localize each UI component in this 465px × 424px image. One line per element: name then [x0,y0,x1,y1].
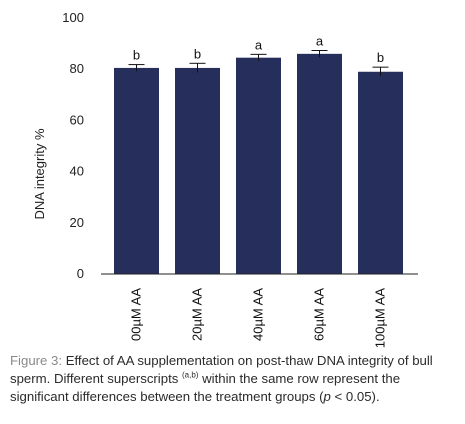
x-tick-label: 100µM AA [373,288,388,349]
caption-text-part-1: Effect of AA supplementation on post-tha… [10,353,433,386]
caption-label: Figure 3: [10,353,63,368]
y-axis-ticks: 0 20 40 60 80 100 [62,10,84,281]
bar [114,67,159,274]
significance-letter: b [194,46,201,61]
bar [175,67,220,274]
caption-p-symbol: p [323,389,331,404]
y-tick-label: 0 [77,266,84,281]
bars-group [114,53,403,275]
bar-chart: 0 20 40 60 80 100 DNA integrity % b b a a b 00µM … [32,10,418,349]
significance-letter: a [316,34,324,49]
y-axis-title: DNA integrity % [32,128,47,219]
bar [297,53,342,275]
figure-caption: Figure 3: Effect of AA supplementation o… [10,352,456,406]
x-tick-label: 40µM AA [251,288,266,341]
bar [236,57,281,275]
caption-text-part-2: within the same row represent the signif… [10,371,401,404]
significance-letter: a [255,37,263,52]
significance-letter: b [133,48,140,63]
x-axis-labels-group: 00µM AA 20µM AA 40µM AA 60µM AA 100µM AA [129,288,388,349]
bar [358,71,403,274]
y-tick-label: 100 [62,10,84,25]
y-tick-label: 40 [70,164,84,179]
significance-letter: b [377,50,384,65]
y-tick-label: 20 [70,215,84,230]
x-tick-label: 60µM AA [312,288,327,341]
x-tick-label: 00µM AA [129,288,144,341]
y-tick-label: 60 [70,112,84,127]
error-bars-group [128,50,389,77]
caption-superscript: (a,b) [182,370,199,380]
x-tick-label: 20µM AA [190,288,205,341]
caption-text-part-3: < 0.05). [330,389,380,404]
significance-letters-group: b b a a b [133,34,384,66]
y-tick-label: 80 [70,61,84,76]
